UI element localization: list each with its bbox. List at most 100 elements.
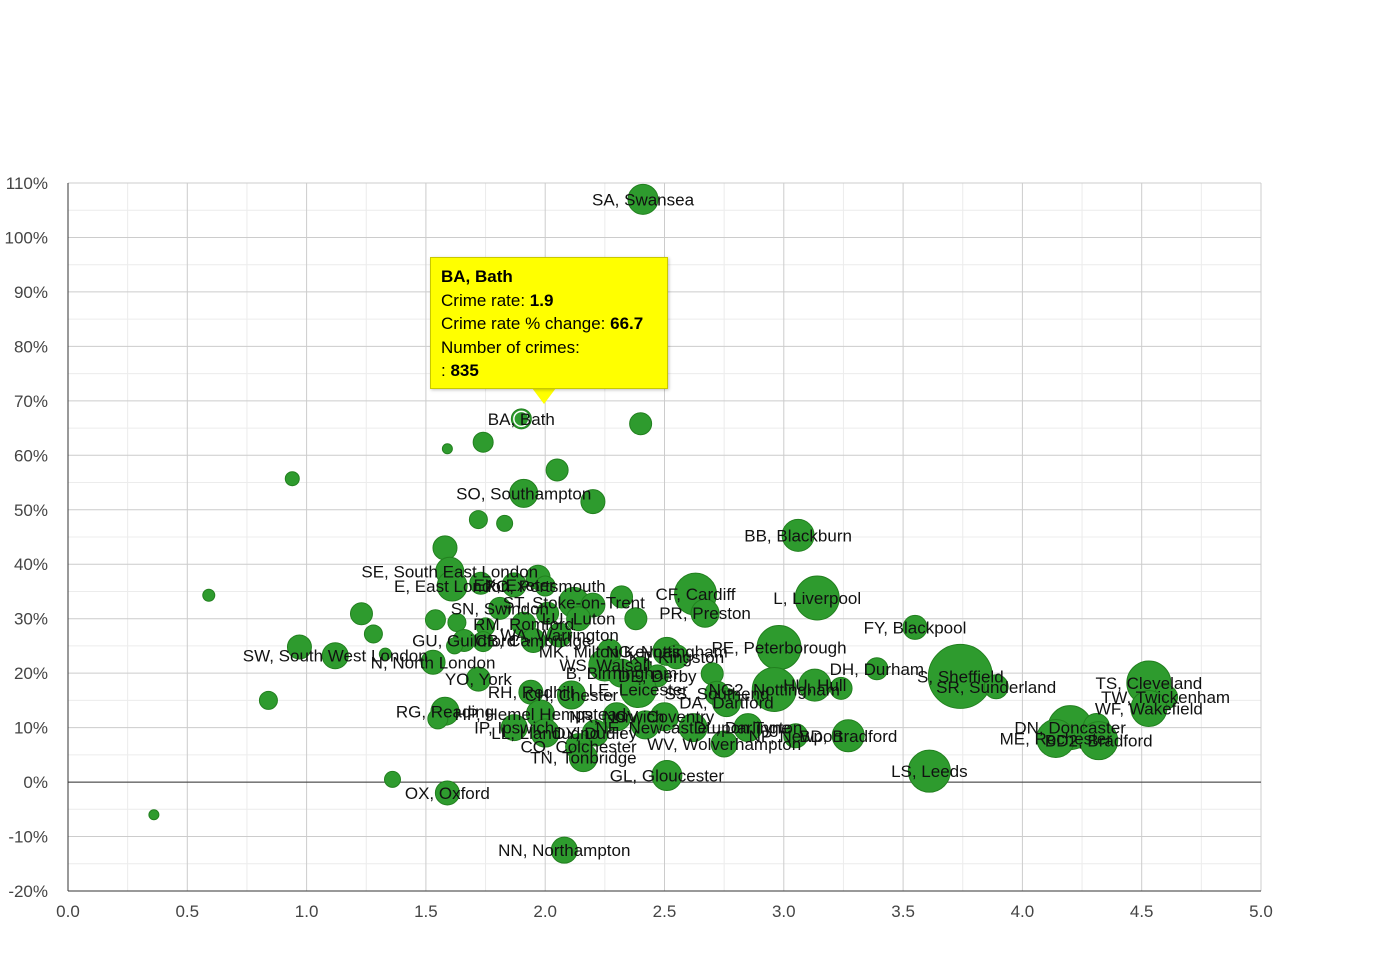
data-bubble bbox=[710, 730, 738, 758]
bubble-label: YO, York bbox=[445, 670, 513, 689]
bubble-label: NR, Norwich bbox=[569, 708, 664, 727]
x-tick-label: 2.0 bbox=[533, 902, 557, 921]
data-bubble bbox=[690, 598, 720, 628]
data-bubble bbox=[568, 743, 598, 773]
data-bubble bbox=[907, 749, 951, 793]
data-bubble bbox=[624, 607, 648, 631]
bubble-label: SN, Swindon bbox=[451, 599, 549, 618]
data-bubble bbox=[831, 719, 865, 753]
bubble-label: SO, Southampton bbox=[456, 484, 591, 503]
bubble-label: WV, Wolverhampton bbox=[647, 735, 801, 754]
x-tick-label: 2.5 bbox=[653, 902, 677, 921]
data-bubble bbox=[619, 670, 657, 708]
x-tick-label: 0.5 bbox=[175, 902, 199, 921]
bubble-label: HP, Hemel Hempstead bbox=[455, 705, 627, 724]
data-bubble bbox=[530, 718, 560, 748]
x-tick-label: 3.5 bbox=[891, 902, 915, 921]
y-tick-label: 40% bbox=[14, 555, 48, 574]
bubble-label: PR, Preston bbox=[659, 604, 751, 623]
data-bubble bbox=[794, 575, 840, 621]
y-tick-label: 0% bbox=[23, 773, 48, 792]
data-bubble bbox=[321, 642, 349, 670]
bubble-label-layer: SA, Swansea BA, Bath SO, Southampton BB, Bl… bbox=[243, 190, 1230, 860]
bubble-label: GL, Gloucester bbox=[610, 767, 725, 786]
x-tick-label: 4.0 bbox=[1011, 902, 1035, 921]
data-bubble bbox=[383, 770, 401, 788]
data-bubble bbox=[536, 601, 560, 625]
bubble-label: EX, Exeter bbox=[474, 576, 556, 595]
data-bubble bbox=[434, 780, 460, 806]
bubble-label: WF, Wakefield bbox=[1095, 700, 1203, 719]
bubble-label: LU, Luton bbox=[542, 610, 616, 629]
bubble-label: LE, Leicester bbox=[589, 680, 689, 699]
bubble-label: B, Birmingham bbox=[566, 664, 677, 683]
tooltip-count-value: 835 bbox=[450, 361, 479, 380]
bubble-label: HU, Hull bbox=[783, 676, 846, 695]
x-tick-label: 5.0 bbox=[1249, 902, 1273, 921]
tick-label-layer: 0.0 0.5 1.0 1.5 2.0 2.5 3.0 3.5 4.0 4.5 5.0 -20% -10… bbox=[5, 174, 1273, 921]
data-bubble bbox=[420, 649, 446, 675]
y-tick-label: 80% bbox=[14, 337, 48, 356]
data-bubble bbox=[751, 666, 797, 712]
data-bubble bbox=[651, 760, 683, 792]
data-bubble bbox=[363, 624, 383, 644]
data-bubble bbox=[556, 680, 586, 710]
y-tick-label: 10% bbox=[14, 719, 48, 738]
y-tick-label: 50% bbox=[14, 501, 48, 520]
tooltip-change-row: Crime rate % change: 66.7 bbox=[441, 312, 657, 336]
y-tick-label: 20% bbox=[14, 664, 48, 683]
bubble-label: MK, Milton Keynes bbox=[539, 642, 681, 661]
data-bubble bbox=[733, 713, 763, 743]
data-bubble bbox=[663, 644, 689, 670]
data-bubble bbox=[465, 666, 491, 692]
bubble-label: DL, Darlington bbox=[694, 719, 803, 738]
bubble-label: CB, Cambridge bbox=[475, 631, 591, 650]
bubble-label: DY, Dudley bbox=[553, 724, 637, 743]
data-bubble bbox=[500, 714, 528, 742]
bubble-label: BD, Bradford bbox=[799, 727, 897, 746]
data-bubble bbox=[488, 596, 512, 620]
data-bubble bbox=[865, 657, 889, 681]
data-bubble bbox=[286, 634, 312, 660]
data-bubble bbox=[627, 183, 659, 215]
tooltip-count-prefix: : bbox=[441, 361, 451, 380]
bubble-label: IP, Ipswich bbox=[474, 719, 554, 738]
bubble-label: NG2, Nottingham bbox=[709, 680, 840, 699]
bubble-label: N, North London bbox=[371, 653, 496, 672]
bubble-label: DE, Derby bbox=[618, 667, 697, 686]
data-bubble bbox=[1079, 721, 1119, 761]
bubble-label: DN, Doncaster bbox=[1014, 719, 1126, 738]
data-bubble bbox=[284, 471, 300, 487]
bubble-label: FY, Blackpool bbox=[864, 618, 967, 637]
data-bubble bbox=[472, 431, 494, 453]
bubble-label: WS, Walsall bbox=[559, 656, 650, 675]
bubble-label: BD2, Bradford bbox=[1045, 732, 1153, 751]
bubble-label: E, East London bbox=[394, 577, 510, 596]
y-tick-label: 110% bbox=[6, 174, 48, 193]
data-bubble bbox=[424, 609, 446, 631]
bubble-label: LS, Leeds bbox=[891, 762, 968, 781]
bubble-label: TN, Tonbridge bbox=[530, 749, 636, 768]
tooltip-rate-label: Crime rate: bbox=[441, 290, 530, 310]
bubble-label: TS, Cleveland bbox=[1095, 674, 1202, 693]
data-bubble bbox=[1036, 719, 1076, 759]
bubble-label: SE, South East London bbox=[361, 562, 538, 581]
bubble-label: NG, Nottingham bbox=[606, 642, 728, 661]
data-bubble bbox=[983, 674, 1009, 700]
tooltip-pointer bbox=[532, 388, 556, 404]
y-tick-label: -10% bbox=[8, 828, 48, 847]
data-bubble bbox=[545, 458, 569, 482]
tooltip-rate-value: 1.9 bbox=[529, 290, 554, 310]
bubble-label: L, Liverpool bbox=[773, 589, 861, 608]
y-tick-label: 100% bbox=[5, 228, 48, 247]
bubble-label: CV, Coventry bbox=[615, 708, 715, 727]
data-bubble bbox=[202, 588, 216, 602]
bubble-label: WA, Warrington bbox=[500, 626, 619, 645]
tooltip-count-row: : 835 bbox=[441, 359, 657, 383]
tooltip-title: BA, Bath bbox=[441, 267, 513, 286]
data-tooltip: BA, Bath Crime rate: 1.9 Crime rate % ch… bbox=[430, 257, 668, 389]
bubble-label: GU, Guildford bbox=[412, 631, 516, 650]
y-tick-label: -20% bbox=[8, 882, 48, 901]
data-bubble bbox=[534, 575, 556, 597]
